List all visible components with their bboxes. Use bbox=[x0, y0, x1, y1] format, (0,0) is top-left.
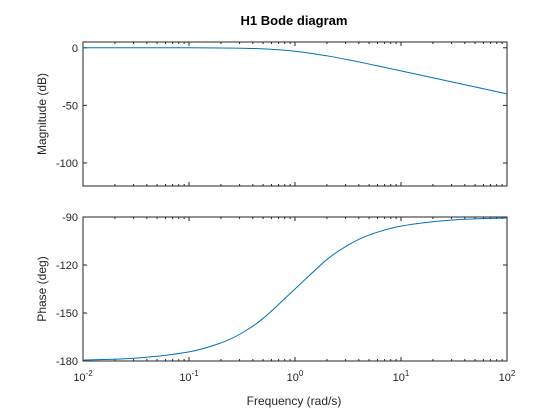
phase-ytick-label: -120 bbox=[56, 260, 78, 272]
x-tick-label: 10-1 bbox=[179, 369, 199, 384]
phase-ytick-label: -150 bbox=[56, 308, 78, 320]
phase-ytick-label: -180 bbox=[56, 356, 78, 368]
x-tick-label: 101 bbox=[393, 369, 410, 384]
magnitude-ytick-label: 0 bbox=[72, 43, 78, 55]
phase-axis-label: Phase (deg) bbox=[35, 256, 49, 321]
x-tick-label: 100 bbox=[287, 369, 304, 384]
phase-curve bbox=[82, 217, 508, 361]
magnitude-axes-box bbox=[82, 41, 508, 187]
magnitude-curve bbox=[83, 47, 508, 95]
magnitude-axis-label: Magnitude (dB) bbox=[35, 73, 49, 155]
magnitude-subplot: 0 -50 -100 Magnitude (dB) bbox=[35, 41, 508, 187]
magnitude-ticks: 0 -50 -100 bbox=[56, 42, 507, 186]
magnitude-ytick-label: -50 bbox=[62, 100, 78, 112]
x-tick-labels: 10-2 10-1 100 101 102 bbox=[73, 369, 516, 384]
magnitude-ytick-label: -100 bbox=[56, 158, 78, 170]
phase-ytick-label: -90 bbox=[62, 212, 78, 224]
x-tick-label: 10-2 bbox=[73, 369, 93, 384]
x-axis-label: Frequency (rad/s) bbox=[247, 394, 342, 408]
phase-subplot: -90 -120 -150 -180 Phase (deg) bbox=[35, 212, 508, 368]
x-tick-label: 102 bbox=[499, 369, 516, 384]
phase-ticks: -90 -120 -150 -180 bbox=[56, 212, 507, 368]
chart-title: H1 Bode diagram bbox=[241, 13, 348, 28]
